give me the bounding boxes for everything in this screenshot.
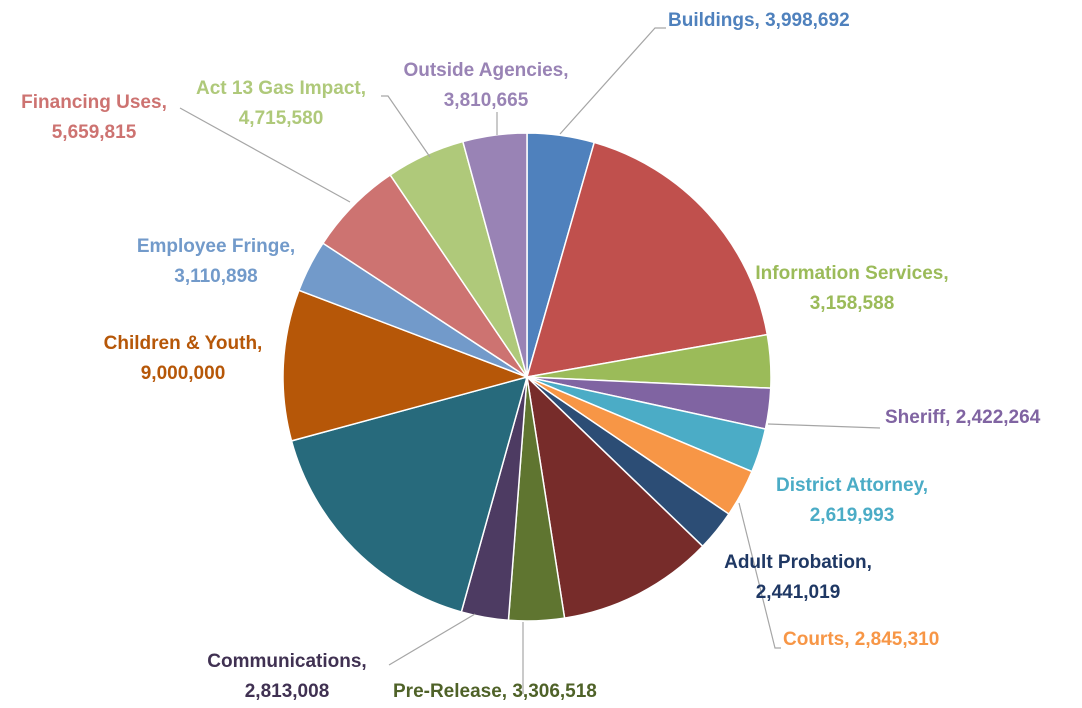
pie-slice-unlabeled [290,375,529,613]
data-label-line: Information Services, [755,263,948,284]
data-label: Buildings, 3,998,692 [668,10,850,31]
data-label: Act 13 Gas Impact, 4,715,580 [196,78,366,129]
data-label-line: 3,810,665 [444,90,529,111]
data-label: District Attorney, 2,619,993 [776,475,928,526]
data-label: Adult Probation, 2,441,019 [724,552,872,603]
leader-line [738,502,781,649]
data-label-line: Act 13 Gas Impact, [196,78,366,99]
data-label: Information Services, 3,158,588 [755,263,948,314]
data-label-line: 2,441,019 [756,582,841,603]
data-label-line: District Attorney, [776,475,928,496]
data-label-line: Buildings, 3,998,692 [668,10,850,31]
pie-slice-outside-agencies [461,132,528,378]
data-label: Sheriff, 2,422,264 [885,407,1041,428]
data-label-line: 2,813,008 [245,681,330,702]
leader-line [767,423,881,429]
data-label-line: 4,715,580 [239,108,324,129]
data-label-line: Employee Fringe, [137,236,295,257]
pie-slices [282,132,772,622]
data-label: Employee Fringe, 3,110,898 [137,236,295,287]
leader-line [381,95,431,158]
leader-line [559,27,666,135]
pie-slice-unlabeled [525,141,769,378]
leader-line [179,107,351,203]
data-label: Children & Youth, 9,000,000 [104,333,263,384]
data-label-line: 3,158,588 [810,293,895,314]
pie-slice-unlabeled [525,374,704,619]
data-label: Financing Uses, 5,659,815 [21,92,167,143]
data-label: Outside Agencies, 3,810,665 [403,60,568,111]
leader-lines [179,27,881,694]
pie-slice-children-youth [282,289,530,442]
data-label-line: Courts, 2,845,310 [783,629,939,650]
data-label-line: Sheriff, 2,422,264 [885,407,1041,428]
data-label-line: Communications, [207,651,366,672]
data-label: Courts, 2,845,310 [783,629,939,650]
data-label: Communications, 2,813,008 [207,651,366,702]
data-label-line: 2,619,993 [810,505,895,526]
data-label-line: Outside Agencies, [403,60,568,81]
data-label-line: 9,000,000 [141,363,226,384]
data-label-line: 5,659,815 [52,122,137,143]
data-label-line: Pre-Release, 3,306,518 [393,681,597,702]
data-label-line: Financing Uses, [21,92,167,113]
data-labels: Buildings, 3,998,692 Information Services… [21,10,1041,702]
leader-line [388,613,476,666]
data-label-line: 3,110,898 [174,266,257,287]
data-label-line: Children & Youth, [104,333,263,354]
data-label: Pre-Release, 3,306,518 [393,681,597,702]
data-label-line: Adult Probation, [724,552,872,573]
